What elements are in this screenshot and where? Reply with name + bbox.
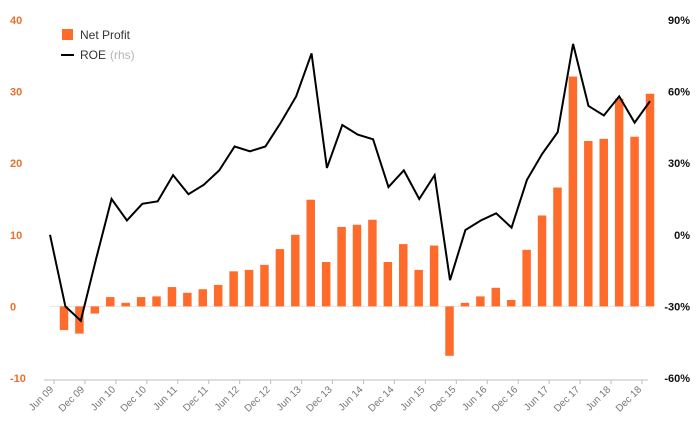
x-tick-label: Jun 09	[27, 384, 56, 413]
x-tick-label: Jun 14	[337, 384, 366, 413]
net-profit-bar	[121, 302, 130, 307]
x-tick-label: Jun 17	[522, 384, 551, 413]
net-profit-bar	[229, 271, 238, 307]
net-profit-bar	[136, 297, 146, 307]
x-tick-label: Dec 16	[490, 384, 520, 414]
net-profit-bar	[337, 226, 346, 307]
x-tick-label: Dec 10	[119, 384, 149, 414]
x-tick-label: Jun 13	[275, 384, 304, 413]
net-profit-bar	[460, 302, 470, 307]
x-tick-label: Dec 11	[181, 384, 211, 414]
legend-label-roe-main: ROE	[80, 48, 106, 62]
net-profit-bar	[568, 76, 578, 307]
net-profit-bar	[645, 93, 655, 307]
net-profit-bar	[476, 296, 485, 307]
left-tick-label: 20	[10, 158, 22, 170]
x-tick-label: Dec 12	[243, 384, 273, 414]
x-tick-label: Jun 16	[460, 384, 489, 413]
net-profit-bar	[152, 296, 161, 307]
x-axis: Jun 09 Dec 09 Jun 10 Dec 10 Jun 11 Dec 11 Jun …	[27, 380, 644, 415]
x-tick-label: Dec 17	[552, 384, 582, 414]
net-profit-bar	[614, 98, 624, 307]
net-profit-bar	[183, 292, 192, 307]
legend-label-roe: ROE (rhs)	[80, 48, 135, 62]
right-tick-label: 90%	[668, 15, 690, 27]
x-tick-label: Jun 18	[584, 384, 613, 413]
x-tick-label: Dec 14	[366, 384, 396, 414]
net-profit-bar	[584, 141, 593, 307]
net-profit-bar	[429, 245, 439, 307]
net-profit-bar	[260, 264, 269, 307]
right-tick-label: 30%	[668, 158, 690, 170]
right-tick-label: -60%	[664, 373, 690, 385]
x-tick-label: Dec 13	[304, 384, 334, 414]
net-profit-bar	[368, 219, 377, 307]
net-profit-bar	[59, 306, 69, 331]
right-tick-label: -30%	[664, 301, 690, 313]
net-profit-bar	[167, 287, 177, 307]
net-profit-bar	[414, 269, 423, 307]
left-tick-label: 0	[10, 301, 16, 313]
net-profit-bar	[599, 138, 608, 307]
right-tick-label: 60%	[668, 87, 690, 99]
left-tick-label: -10	[10, 373, 26, 385]
net-profit-bar	[491, 287, 501, 307]
net-profit-bar	[399, 244, 408, 307]
left-tick-label: 40	[10, 15, 22, 27]
net-profit-bar	[352, 224, 362, 307]
net-profit-bar	[553, 187, 562, 307]
net-profit-bar	[522, 249, 531, 307]
x-tick-label: Dec 09	[57, 384, 87, 414]
x-tick-label: Dec 15	[428, 384, 458, 414]
left-tick-label: 10	[10, 230, 22, 242]
left-tick-label: 30	[10, 87, 22, 99]
legend-label-net-profit: Net Profit	[80, 28, 131, 42]
left-axis: -10 0 10 20 30 40	[10, 15, 26, 385]
roe-line	[49, 43, 651, 323]
x-tick-label: Dec 18	[614, 384, 644, 414]
net-profit-bar	[506, 299, 516, 307]
net-profit-bar	[383, 262, 393, 307]
x-tick-label: Jun 11	[151, 384, 180, 413]
x-tick-label: Jun 10	[89, 384, 118, 413]
right-axis: -60% -30% 0% 30% 60% 90%	[664, 15, 690, 385]
net-profit-bar	[244, 269, 254, 307]
net-profit-bar	[90, 306, 100, 314]
x-tick-label: Jun 15	[398, 384, 427, 413]
net-profit-bar	[445, 306, 454, 356]
net-profit-bar	[291, 234, 300, 307]
legend-swatch-net-profit	[62, 29, 73, 40]
net-profit-bar	[106, 297, 115, 307]
net-profit-bar	[537, 215, 547, 307]
net-profit-bar	[198, 289, 208, 307]
x-tick-label: Jun 12	[213, 384, 242, 413]
net-profit-bars	[59, 76, 655, 356]
net-profit-bar	[630, 136, 639, 307]
net-profit-bar	[213, 284, 223, 307]
right-tick-label: 0%	[674, 230, 690, 242]
legend: Net Profit ROE (rhs)	[61, 28, 135, 62]
net-profit-bar	[306, 199, 315, 307]
net-profit-bar	[275, 249, 285, 307]
legend-label-roe-suffix: (rhs)	[110, 48, 135, 62]
net-profit-bar	[321, 262, 331, 307]
